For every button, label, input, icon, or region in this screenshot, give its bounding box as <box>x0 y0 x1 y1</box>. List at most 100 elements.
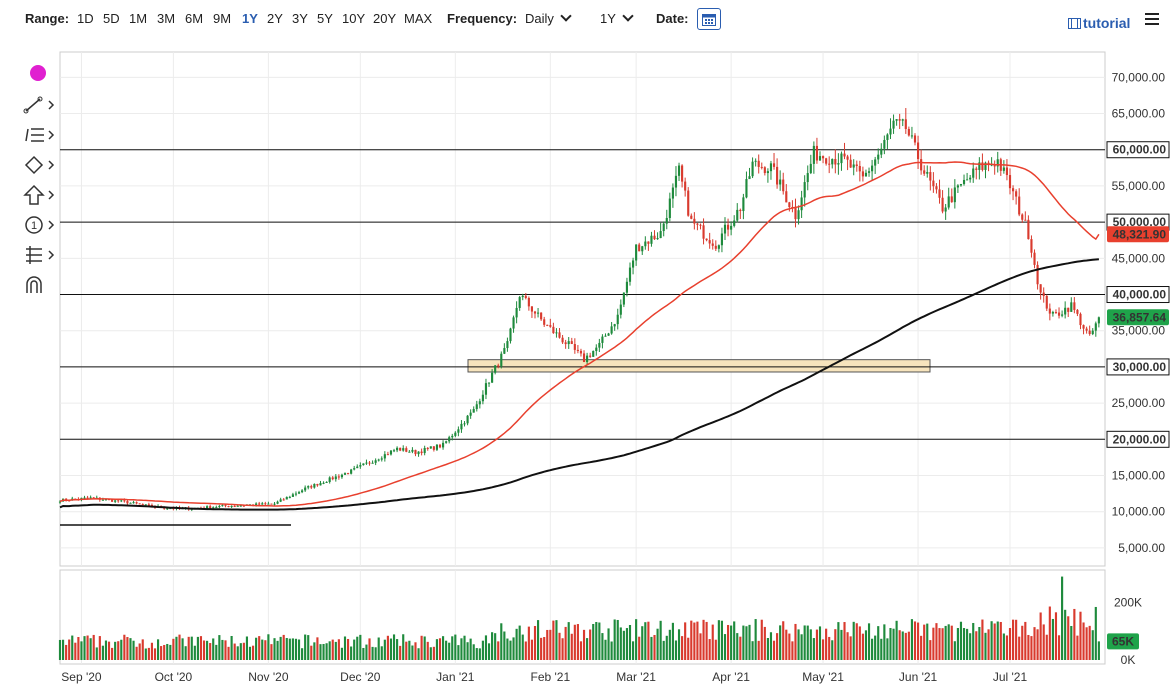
candle[interactable] <box>1015 191 1018 197</box>
candle[interactable] <box>304 487 307 491</box>
candle[interactable] <box>947 196 950 208</box>
hamburger-menu-icon[interactable] <box>1145 13 1159 28</box>
candle[interactable] <box>1076 309 1079 314</box>
moving-average-50[interactable] <box>59 161 1100 507</box>
candle[interactable] <box>1051 312 1054 314</box>
candle[interactable] <box>561 337 564 343</box>
candle[interactable] <box>117 500 120 502</box>
candle[interactable] <box>966 179 969 181</box>
candle[interactable] <box>886 134 889 140</box>
candle[interactable] <box>356 466 359 469</box>
range-1m-button[interactable]: 1M <box>129 11 148 26</box>
candle[interactable] <box>733 220 736 226</box>
candle[interactable] <box>346 473 350 475</box>
candle[interactable] <box>540 312 543 320</box>
candle[interactable] <box>1094 323 1097 331</box>
candle[interactable] <box>926 172 929 174</box>
candle[interactable] <box>916 142 920 160</box>
candle[interactable] <box>206 506 209 509</box>
candle[interactable] <box>993 164 996 167</box>
candle[interactable] <box>123 500 126 502</box>
candle[interactable] <box>809 163 812 174</box>
candle[interactable] <box>487 382 491 384</box>
candle[interactable] <box>938 189 941 198</box>
candle[interactable] <box>497 365 500 367</box>
candle[interactable] <box>794 207 797 220</box>
range-10y-button[interactable]: 10Y <box>342 11 366 26</box>
candle[interactable] <box>114 500 117 502</box>
candle[interactable] <box>834 158 837 165</box>
candle[interactable] <box>546 324 549 326</box>
candle[interactable] <box>751 161 754 177</box>
candle[interactable] <box>441 442 445 448</box>
candle[interactable] <box>435 444 439 450</box>
candle[interactable] <box>432 446 435 450</box>
candle[interactable] <box>723 224 727 234</box>
candle[interactable] <box>350 469 353 474</box>
candle[interactable] <box>138 503 141 505</box>
candle[interactable] <box>941 197 944 212</box>
candle[interactable] <box>699 224 702 226</box>
candle[interactable] <box>607 333 610 336</box>
candle[interactable] <box>405 448 408 452</box>
candle[interactable] <box>1018 196 1021 215</box>
color-picker-tool[interactable] <box>16 61 56 85</box>
candle[interactable] <box>730 225 733 230</box>
candle[interactable] <box>714 245 717 249</box>
candle[interactable] <box>1079 313 1082 326</box>
candle[interactable] <box>631 260 635 268</box>
candle[interactable] <box>589 355 592 357</box>
candle[interactable] <box>797 210 800 220</box>
candle[interactable] <box>233 506 236 508</box>
candle[interactable] <box>628 267 632 282</box>
candle[interactable] <box>1039 284 1042 293</box>
candle[interactable] <box>760 166 763 168</box>
candle[interactable] <box>944 207 947 212</box>
candle[interactable] <box>564 342 567 345</box>
candle[interactable] <box>638 244 641 252</box>
candle[interactable] <box>570 341 573 345</box>
candle[interactable] <box>515 307 518 318</box>
range-3m-button[interactable]: 3M <box>157 11 176 26</box>
candle[interactable] <box>1048 308 1051 314</box>
candle[interactable] <box>1085 328 1088 331</box>
candle[interactable] <box>981 162 984 170</box>
candle[interactable] <box>1057 312 1061 316</box>
candle[interactable] <box>255 503 258 506</box>
candle[interactable] <box>521 295 524 298</box>
candle[interactable] <box>1091 330 1094 335</box>
range-9m-button[interactable]: 9M <box>213 11 232 26</box>
candle[interactable] <box>392 450 396 452</box>
candle[interactable] <box>135 502 138 504</box>
candle[interactable] <box>1070 302 1073 312</box>
candle[interactable] <box>650 235 653 244</box>
candle[interactable] <box>141 504 144 506</box>
candle[interactable] <box>647 241 650 244</box>
candle[interactable] <box>815 145 819 161</box>
candle[interactable] <box>690 215 693 219</box>
candle[interactable] <box>389 450 393 455</box>
candle[interactable] <box>818 156 822 161</box>
candle[interactable] <box>1067 307 1070 312</box>
candle[interactable] <box>377 459 380 461</box>
candle[interactable] <box>58 501 62 503</box>
candle[interactable] <box>466 415 469 424</box>
candle[interactable] <box>889 128 892 135</box>
candle[interactable] <box>656 238 659 240</box>
range-5y-button[interactable]: 5Y <box>317 11 333 26</box>
candle[interactable] <box>445 441 448 443</box>
candle[interactable] <box>408 451 411 453</box>
candle[interactable] <box>549 325 552 327</box>
candle[interactable] <box>855 164 858 166</box>
candle[interactable] <box>310 486 313 488</box>
candle[interactable] <box>267 503 270 505</box>
candle[interactable] <box>641 246 644 252</box>
candle[interactable] <box>1097 317 1100 324</box>
candle[interactable] <box>340 474 344 478</box>
candle[interactable] <box>677 165 681 176</box>
candle[interactable] <box>726 224 730 230</box>
candle[interactable] <box>291 494 294 497</box>
candle[interactable] <box>748 176 751 180</box>
candle[interactable] <box>380 458 383 460</box>
range-max-button[interactable]: MAX <box>404 11 433 26</box>
